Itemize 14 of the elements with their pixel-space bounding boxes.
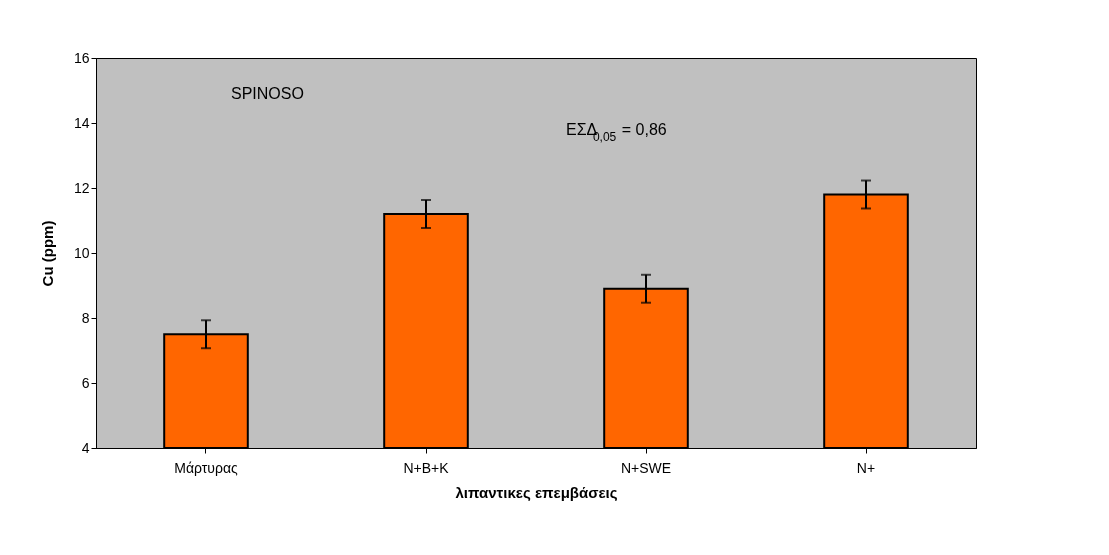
- x-tick-label: N+SWE: [620, 459, 672, 476]
- x-axis-title: λιπαντικες επεμβάσεις: [455, 483, 618, 501]
- y-tick-label: 8: [81, 309, 90, 326]
- x-tick-label: N+B+K: [403, 459, 450, 476]
- y-axis-title: Cu (ppm): [38, 220, 56, 287]
- x-tick-label: Μάρτυρας: [174, 459, 239, 476]
- x-tick-label: N+: [856, 459, 876, 476]
- y-tick-label: 14: [73, 114, 90, 131]
- y-tick-label: 6: [81, 374, 90, 391]
- y-tick-label: 16: [73, 49, 90, 66]
- annotation: SPINOSO: [231, 85, 304, 102]
- y-tick-label: 12: [73, 179, 90, 196]
- y-tick-label: 4: [81, 439, 90, 456]
- y-tick-label: 10: [73, 244, 90, 261]
